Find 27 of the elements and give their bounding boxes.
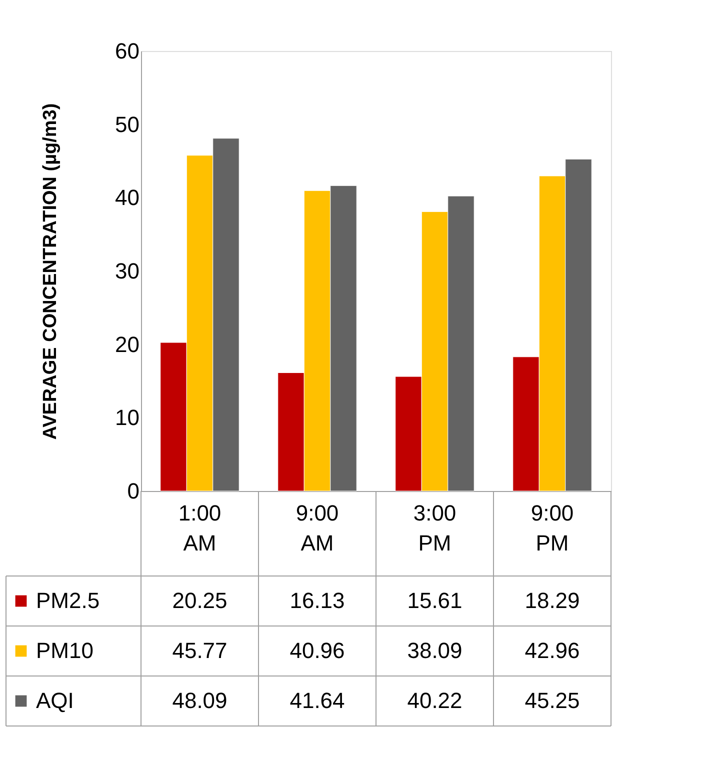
data-label: 42.96 — [524, 638, 580, 663]
y-tick-label: 40 — [115, 185, 140, 210]
data-label: 48.09 — [172, 688, 228, 713]
legend-label: PM10 — [36, 638, 94, 663]
data-label: 41.64 — [290, 688, 345, 713]
y-tick-label: 20 — [115, 332, 140, 357]
y-tick-label: 0 — [127, 478, 140, 504]
data-label: 18.29 — [524, 588, 580, 613]
y-axis-title: AVERAGE CONCENTRATION (µg/m3) — [40, 103, 62, 440]
y-tick-label: 60 — [115, 38, 140, 64]
x-tick-label: 9:00 PM — [530, 500, 574, 556]
data-label: 40.22 — [407, 688, 462, 713]
x-tick-label: 9:00 AM — [296, 500, 339, 556]
data-label: 45.77 — [172, 638, 228, 663]
y-tick-label: 50 — [115, 112, 140, 137]
x-tick-label: 3:00 PM — [413, 500, 456, 556]
data-label: 38.09 — [407, 638, 462, 663]
legend-label: PM2.5 — [36, 588, 100, 613]
data-label: 40.96 — [290, 638, 345, 663]
x-tick-label: 1:00 AM — [178, 500, 222, 556]
legend-label: AQI — [36, 688, 74, 713]
data-label: 15.61 — [407, 588, 462, 613]
y-tick-label: 30 — [115, 258, 140, 284]
data-label: 20.25 — [172, 588, 228, 613]
data-label: 45.25 — [524, 688, 580, 713]
y-tick-label: 10 — [115, 405, 140, 430]
data-label: 16.13 — [290, 588, 345, 613]
